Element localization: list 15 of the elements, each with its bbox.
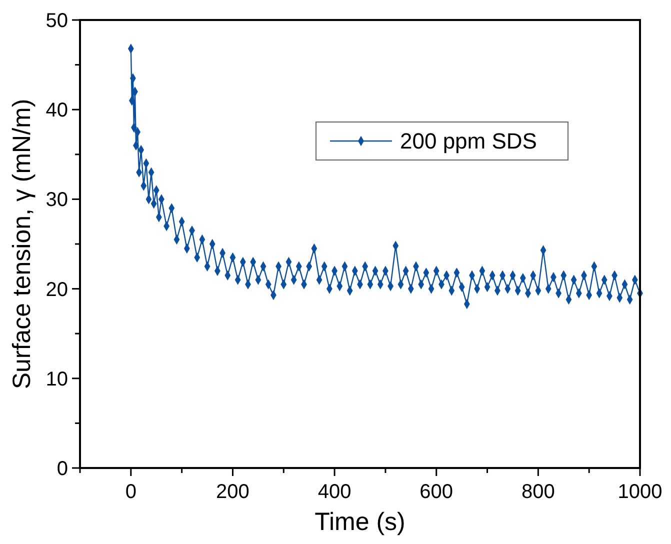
x-tick-label: 600 (420, 481, 454, 503)
y-tick-label: 40 (46, 100, 68, 122)
x-tick-label: 400 (318, 481, 352, 503)
x-tick-label: 200 (216, 481, 250, 503)
y-tick-label: 50 (46, 10, 68, 32)
y-axis-title: Surface tension, γ (mN/m) (8, 98, 36, 390)
y-tick-label: 30 (46, 189, 68, 212)
x-axis-title: Time (s) (314, 508, 406, 536)
x-tick-label: 800 (521, 481, 555, 503)
y-tick-label: 20 (46, 278, 68, 301)
x-tick-label: 0 (125, 481, 136, 503)
legend-label: 200 ppm SDS (400, 128, 537, 154)
y-tick-label: 10 (46, 368, 68, 390)
x-tick-label: 1000 (618, 481, 662, 503)
y-tick-label: 0 (56, 458, 68, 480)
